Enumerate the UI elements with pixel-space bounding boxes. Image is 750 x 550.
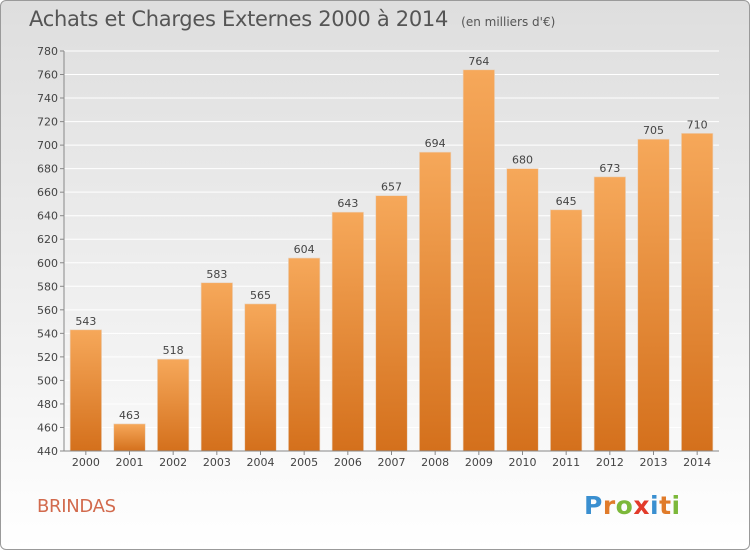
brand-letter: i xyxy=(671,491,681,520)
brand-letter: t xyxy=(659,491,672,520)
brand-letter: o xyxy=(615,491,634,520)
y-tick-label: 680 xyxy=(37,163,58,176)
data-label: 705 xyxy=(643,124,664,137)
bar xyxy=(69,329,102,452)
y-tick-label: 600 xyxy=(37,257,58,270)
chart-title: Achats et Charges Externes 2000 à 2014 xyxy=(29,7,449,31)
y-tick-label: 620 xyxy=(37,233,58,246)
y-tick-label: 580 xyxy=(37,280,58,293)
brand-letter: i xyxy=(650,491,660,520)
x-tick-label: 2001 xyxy=(116,456,144,469)
bar xyxy=(462,69,495,452)
x-tick-label: 2009 xyxy=(465,456,493,469)
x-tick-label: 2006 xyxy=(334,456,362,469)
data-label: 463 xyxy=(119,409,140,422)
x-tick-label: 2012 xyxy=(596,456,624,469)
y-tick-label: 500 xyxy=(37,374,58,387)
x-tick-label: 2005 xyxy=(290,456,318,469)
x-tick-label: 2011 xyxy=(552,456,580,469)
y-tick-label: 660 xyxy=(37,186,58,199)
data-label: 643 xyxy=(337,197,358,210)
data-label: 764 xyxy=(468,55,489,68)
bar xyxy=(550,209,583,452)
bar xyxy=(681,133,714,452)
bar xyxy=(593,176,626,452)
data-label: 680 xyxy=(512,154,533,167)
data-label: 645 xyxy=(556,195,577,208)
data-label: 673 xyxy=(599,162,620,175)
x-tick-label: 2003 xyxy=(203,456,231,469)
y-tick-label: 480 xyxy=(37,398,58,411)
data-label: 565 xyxy=(250,289,271,302)
data-label: 518 xyxy=(163,344,184,357)
data-label: 604 xyxy=(294,243,315,256)
bar xyxy=(375,195,408,452)
bar xyxy=(288,257,321,452)
x-tick-label: 2007 xyxy=(378,456,406,469)
chart-title-block: Achats et Charges Externes 2000 à 2014 (… xyxy=(29,7,555,31)
y-tick-label: 720 xyxy=(37,116,58,129)
x-tick-label: 2004 xyxy=(247,456,275,469)
brand-letter: P xyxy=(584,491,603,520)
x-tick-label: 2002 xyxy=(159,456,187,469)
bar xyxy=(506,168,539,452)
bar xyxy=(113,423,146,452)
bar xyxy=(419,151,452,452)
data-label: 694 xyxy=(425,137,446,150)
data-label: 583 xyxy=(206,268,227,281)
place-name: BRINDAS xyxy=(37,496,116,517)
y-tick-label: 520 xyxy=(37,351,58,364)
y-tick-label: 700 xyxy=(37,139,58,152)
y-tick-label: 560 xyxy=(37,304,58,317)
y-tick-label: 460 xyxy=(37,421,58,434)
y-tick-label: 740 xyxy=(37,92,58,105)
x-tick-label: 2008 xyxy=(421,456,449,469)
chart-unit: (en milliers d'€) xyxy=(461,15,556,29)
y-tick-label: 540 xyxy=(37,327,58,340)
x-tick-label: 2013 xyxy=(640,456,668,469)
y-tick-label: 780 xyxy=(37,45,58,58)
brand-letter: x xyxy=(633,491,650,520)
bar xyxy=(157,358,190,452)
x-tick-label: 2014 xyxy=(683,456,711,469)
brand-letter: r xyxy=(602,491,616,520)
bar xyxy=(637,138,670,452)
bar xyxy=(244,303,277,452)
data-label: 657 xyxy=(381,181,402,194)
x-tick-label: 2010 xyxy=(509,456,537,469)
y-tick-label: 760 xyxy=(37,69,58,82)
bar xyxy=(331,211,364,452)
brand-logo: Proxiti xyxy=(584,491,681,520)
data-label: 543 xyxy=(75,315,96,328)
y-tick-label: 640 xyxy=(37,210,58,223)
bar xyxy=(200,282,233,452)
x-tick-label: 2000 xyxy=(72,456,100,469)
y-tick-label: 440 xyxy=(37,445,58,458)
data-label: 710 xyxy=(687,118,708,131)
